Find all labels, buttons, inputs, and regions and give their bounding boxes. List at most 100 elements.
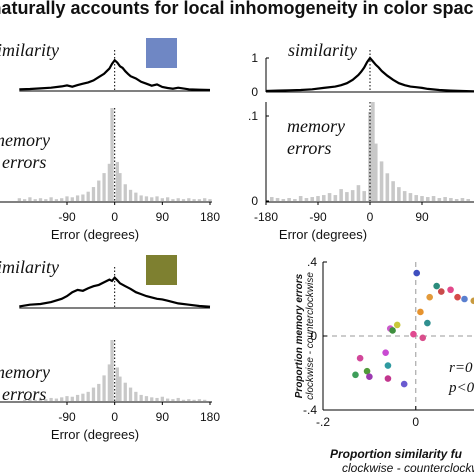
x-tick-label: 180 [200,410,220,424]
x-tick-label: 0 [367,210,374,224]
scatter-x-label-2: clockwise - counterclockwi [342,461,474,474]
histogram-bar [443,197,447,201]
histogram-bar [187,198,191,201]
histogram-bar [203,399,207,401]
histogram-bar [54,199,59,201]
histogram-bar [115,161,119,201]
scatter-point [356,354,364,362]
scatter-point [454,293,461,301]
histogram-bar [293,199,297,201]
scatter-point [437,288,445,295]
histogram-bar [321,195,326,201]
y-tick-label: .1 [248,109,258,123]
y-tick-label: 0 [310,329,317,343]
scatter-point [400,380,408,388]
histogram-bar [356,185,361,201]
histogram-bar [431,196,436,201]
histogram-bar [408,193,413,201]
y-tick-label: -.4 [303,403,317,417]
scatter-point [363,367,371,375]
histogram-bar [385,173,390,201]
histogram-bar [144,396,149,401]
histogram-bar [460,198,465,201]
histogram-bar [281,199,286,201]
scatter-point [447,286,454,294]
histogram-bar [81,393,85,401]
x-tick-label: -90 [58,210,76,224]
stat-p: p<0 [448,380,474,396]
scatter-point [410,330,417,338]
histogram-bar [75,195,80,201]
histogram-bar [44,199,48,201]
histogram-bar [65,196,69,201]
histogram-bar [75,394,80,401]
scatter-point [417,308,424,316]
histogram-bar [425,197,430,201]
histogram-bar [134,192,138,201]
scatter-point [433,282,440,290]
histogram-bar [91,387,96,401]
histogram-bar [362,191,367,201]
histogram-bar [379,161,384,201]
histogram-bar [466,199,471,201]
histogram-bar [91,187,96,201]
x-axis-label: Error (degrees) [51,227,139,242]
histogram-bar [150,197,154,201]
histogram-bar [187,399,191,401]
scatter-point [426,293,433,301]
histogram-bar [54,398,59,401]
histogram-bar [128,189,133,201]
histogram-bar [118,376,122,401]
figure-title: naturally accounts for local inhomogenei… [0,0,474,18]
scatter-point [413,269,421,277]
x-axis-label: Error (degrees) [279,227,367,242]
stat-r: r=0 [449,360,473,376]
histogram-bar [181,399,186,401]
scatter-y-label: Proportion memory errors [294,273,305,398]
histogram-bar [22,399,27,401]
x-tick-label: -90 [58,410,76,424]
histogram-bar [333,195,338,201]
histogram-bar [107,364,112,401]
histogram-bar [128,387,133,401]
scatter-point [389,327,396,334]
color-swatch [146,38,177,68]
histogram-bar [107,163,112,201]
similarity-panel-3: similarity [0,255,211,309]
similarity-panel-1: similarity [0,38,211,92]
histogram-bar [176,397,180,401]
histogram-bar [298,196,303,201]
histogram-bar [391,181,395,201]
similarity-label: similarity [0,40,59,60]
histogram-bar [97,180,101,201]
histogram-bar [197,399,202,401]
scatter-x-label: Proportion similarity fu [330,447,463,461]
histogram-bar [102,375,106,401]
histogram-bar [275,198,280,201]
histogram-bar [102,173,106,201]
histogram-bar [371,102,375,201]
memory-label-line1: memory [287,116,345,136]
memory-label-line2: errors [2,152,46,172]
histogram-bar [397,187,401,201]
memory-label-line1: memory [0,362,50,382]
figure-panels: similarity -90 0 90 180 Error (degrees) memory… [0,38,474,474]
histogram-bar [65,396,69,401]
similarity-label: similarity [0,257,59,277]
histogram-bar [97,383,101,401]
x-tick-label: -90 [309,210,327,224]
scatter-point [384,362,392,369]
histogram-bar [38,398,43,401]
histogram-bar [181,199,186,201]
y-tick-label: 1 [251,51,258,65]
scatter-point [419,334,427,342]
histogram-bar [368,111,372,201]
histogram-bar [60,397,64,401]
histogram-bar [437,198,442,201]
histogram-bar [49,397,53,401]
histogram-bar [86,191,90,201]
histogram-bar [110,340,114,401]
histogram-bar [449,198,453,201]
histogram-bar [373,143,378,201]
